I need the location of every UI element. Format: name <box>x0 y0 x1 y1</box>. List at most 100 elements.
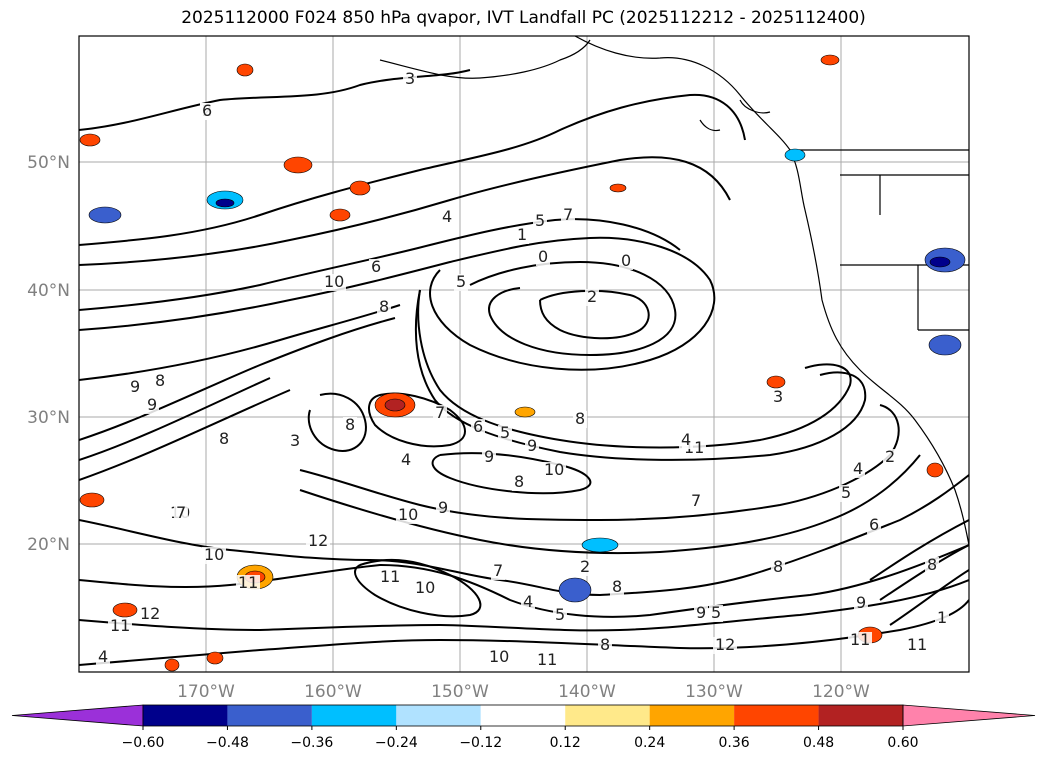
contour-label: 6 <box>371 257 381 276</box>
contour-label: 11 <box>907 635 927 654</box>
contour-label: 3 <box>290 431 300 450</box>
negative-patch <box>215 198 235 208</box>
contour-label: 9 <box>527 436 537 455</box>
positive-patch <box>283 156 313 174</box>
positive-patch <box>926 462 944 478</box>
positive-patch <box>609 183 627 193</box>
contour-label-bg <box>771 559 785 576</box>
contour-label-bg <box>771 389 785 406</box>
negative-patch <box>558 577 592 603</box>
contour-label: 8 <box>514 472 524 491</box>
contour-label: 8 <box>219 429 229 448</box>
contour-labels: 2345671002510898983847658991081110791010… <box>96 69 949 669</box>
coastline <box>379 36 969 546</box>
contour-label: 4 <box>523 592 533 611</box>
contour-label-bg <box>491 563 505 580</box>
contour-label-bg <box>202 547 226 564</box>
contour-label-bg <box>883 449 897 466</box>
positive-patch <box>514 406 536 418</box>
colorbar-bin <box>565 705 650 726</box>
colorbar-tick-label: −0.36 <box>290 735 333 751</box>
contour-label-bg <box>535 652 559 669</box>
contour-label: 2 <box>587 287 597 306</box>
contour-label: 8 <box>155 371 165 390</box>
longitude-labels: 170°W 160°W 150°W 140°W 130°W 120°W <box>177 682 870 702</box>
contour-label-bg <box>343 417 357 434</box>
contour-label: 1 <box>517 225 527 244</box>
contour-label-bg <box>369 259 383 276</box>
contour-label-bg <box>145 397 159 414</box>
contour-label-bg <box>128 379 142 396</box>
contour-label-bg <box>533 213 547 230</box>
contour-label-bg <box>108 618 132 635</box>
colorbar: −0.60 −0.48 −0.36 −0.24 −0.12 0.12 0.24 0.36 0.4… <box>11 704 1036 751</box>
colorbar-over-arrow <box>902 704 1036 727</box>
contour-label: 12 <box>308 531 328 550</box>
longitude-label: 120°W <box>812 682 870 702</box>
contour-label-bg <box>553 607 567 624</box>
contour-label-bg <box>433 405 447 422</box>
contour-label-bg <box>440 209 454 226</box>
negative-patch <box>784 148 806 162</box>
map-border <box>78 35 970 673</box>
colorbar-bin <box>480 705 566 726</box>
contour-label-bg <box>561 207 575 224</box>
latitude-label: 30°N <box>27 408 70 428</box>
contour-label: 8 <box>600 635 610 654</box>
contour-label: 8 <box>379 297 389 316</box>
contour-label: 4 <box>442 207 452 226</box>
ivt-contours <box>79 69 969 666</box>
contour-label-bg <box>839 485 853 502</box>
latitude-label: 40°N <box>27 281 70 301</box>
contour-label: 5 <box>555 605 565 624</box>
positive-patch <box>79 133 101 147</box>
contour-label: 4 <box>853 459 863 478</box>
contour-label: 8 <box>345 415 355 434</box>
contour-label: 10 <box>398 505 418 524</box>
contour-label: 10 <box>544 460 564 479</box>
contour-label-bg <box>598 637 612 654</box>
negative-patch <box>88 206 122 224</box>
contour-label: 5 <box>711 603 721 622</box>
contour-label: 5 <box>535 211 545 230</box>
contour-label-bg <box>521 594 535 611</box>
colorbar-frame <box>142 704 904 727</box>
contour-label-bg <box>694 605 708 622</box>
contour-label: 6 <box>869 515 879 534</box>
contour-label-bg <box>573 411 587 428</box>
latitude-label: 50°N <box>27 153 70 173</box>
negative-patch <box>581 537 619 553</box>
contour-label: 12 <box>715 635 735 654</box>
contour-label-bg <box>174 505 188 522</box>
contour-label: 11 <box>537 650 557 669</box>
contour-label: 7 <box>691 491 701 510</box>
contour-label-bg <box>436 500 450 517</box>
colorbar-tick-label: −0.24 <box>375 735 418 751</box>
colorbar-tick-label: 0.60 <box>887 735 918 751</box>
contour-label: 9 <box>130 377 140 396</box>
contour-label: 10 <box>204 545 224 564</box>
contour-label-bg <box>848 632 872 649</box>
contour-label: 9 <box>484 447 494 466</box>
positive-patch <box>329 208 351 222</box>
positive-patch <box>206 651 224 665</box>
contour-label: 11 <box>850 630 870 649</box>
contour-label-bg <box>217 431 231 448</box>
colorbar-tick-label: −0.60 <box>122 735 165 751</box>
contour-label-bg <box>471 419 485 436</box>
contour-label-bg <box>306 533 330 550</box>
contour-label-bg <box>399 452 413 469</box>
contour-label: 11 <box>380 567 400 586</box>
contour-label-bg <box>200 103 214 120</box>
contour-label-bg <box>498 425 512 442</box>
colorbar-tick-label: 0.12 <box>550 735 581 751</box>
longitude-label: 170°W <box>177 682 235 702</box>
contour-label: 6 <box>473 417 483 436</box>
colorbar-tick-label: −0.12 <box>459 735 502 751</box>
contour-label: 4 <box>681 430 691 449</box>
contour-label: 7 <box>435 403 445 422</box>
contour-label-bg <box>854 595 868 612</box>
contour-label: 7 <box>563 205 573 224</box>
positive-patch <box>112 602 138 618</box>
